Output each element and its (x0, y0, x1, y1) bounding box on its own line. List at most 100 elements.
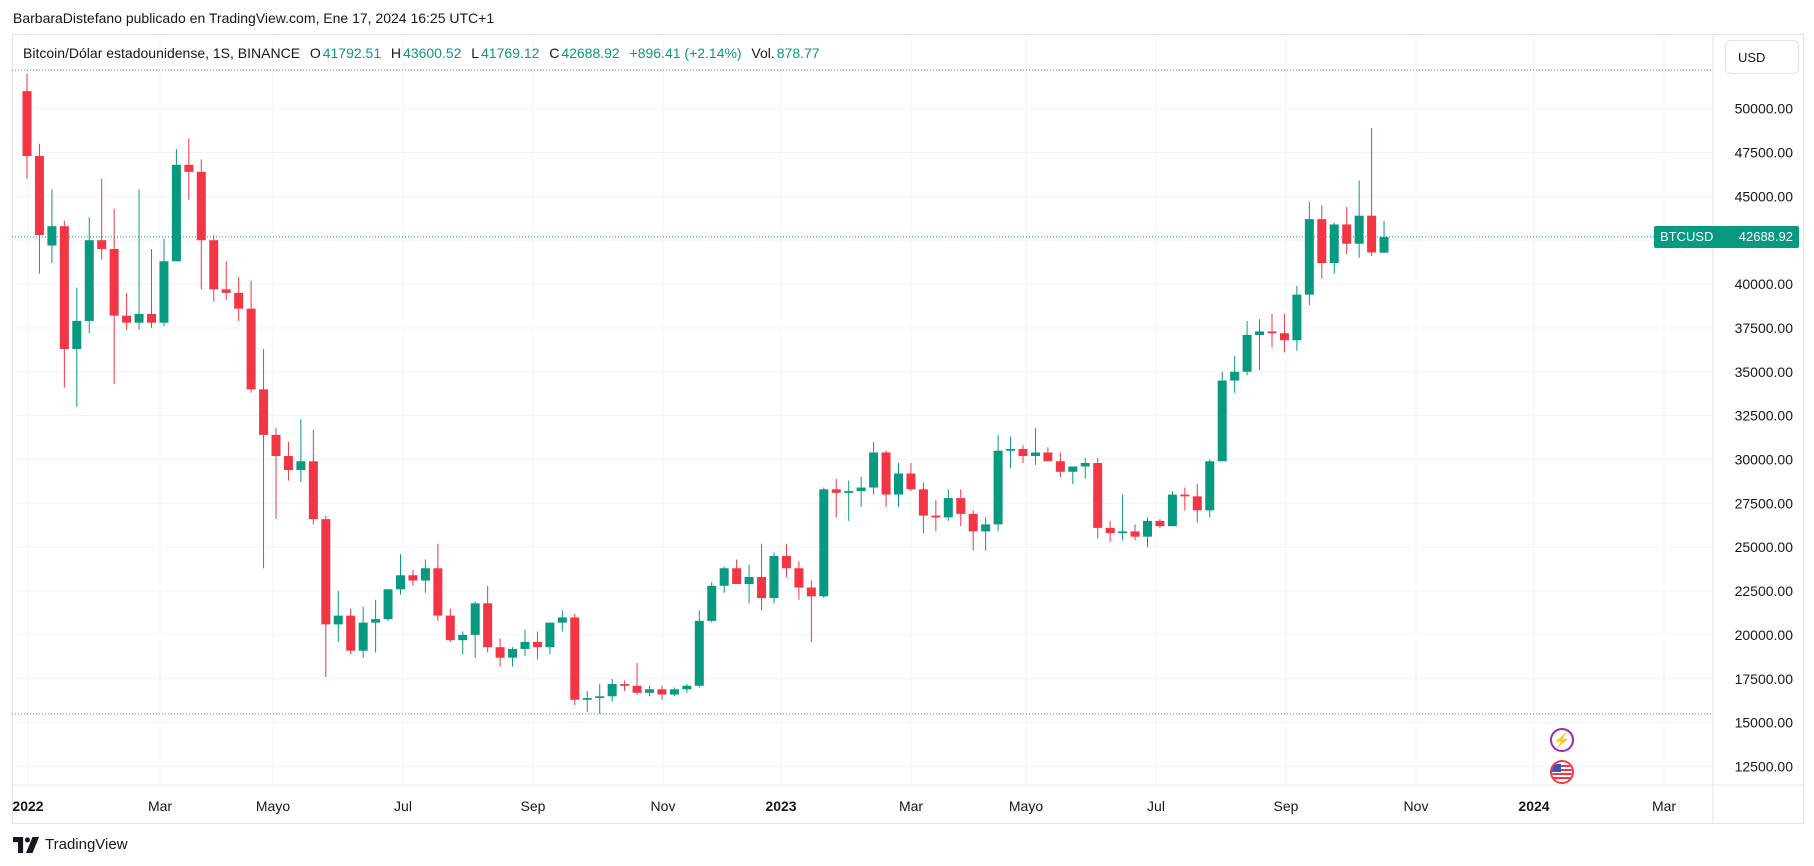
candle[interactable] (271, 427, 281, 520)
candle[interactable] (1043, 447, 1053, 462)
candle[interactable] (234, 277, 244, 321)
candle[interactable] (59, 220, 69, 388)
candle[interactable] (906, 463, 916, 492)
candle[interactable] (147, 249, 156, 328)
candle[interactable] (856, 477, 866, 507)
candle[interactable] (495, 638, 505, 667)
candle[interactable] (545, 622, 555, 655)
candle[interactable] (1068, 466, 1078, 485)
candle[interactable] (408, 570, 418, 586)
currency-button[interactable]: USD (1725, 40, 1799, 74)
candle[interactable] (97, 178, 107, 260)
us-flag-event-icon[interactable] (1550, 760, 1574, 784)
candle[interactable] (109, 208, 119, 385)
candle[interactable] (221, 261, 231, 300)
candle[interactable] (781, 543, 791, 578)
candle[interactable] (34, 143, 44, 274)
candle[interactable] (719, 566, 729, 593)
candle[interactable] (1055, 452, 1065, 478)
candle[interactable] (196, 159, 206, 290)
candle[interactable] (1093, 457, 1103, 539)
candle[interactable] (22, 73, 32, 179)
candle[interactable] (1155, 519, 1165, 528)
candle[interactable] (732, 559, 742, 585)
candle[interactable] (508, 647, 518, 667)
candle[interactable] (1317, 205, 1327, 279)
candle[interactable] (532, 631, 542, 660)
candle[interactable] (321, 515, 331, 677)
candle[interactable] (308, 429, 318, 525)
candle[interactable] (159, 238, 169, 327)
candle[interactable] (458, 631, 468, 655)
candle[interactable] (918, 482, 928, 534)
candle[interactable] (1267, 313, 1277, 348)
candle[interactable] (794, 561, 804, 600)
candle[interactable] (1230, 356, 1240, 393)
candle[interactable] (1192, 484, 1202, 523)
candle[interactable] (47, 189, 57, 264)
candle[interactable] (645, 685, 654, 697)
candle[interactable] (470, 601, 480, 658)
candle[interactable] (259, 348, 269, 569)
candle[interactable] (968, 510, 978, 551)
lightning-event-icon[interactable]: ⚡ (1550, 728, 1574, 752)
candle[interactable] (72, 287, 82, 407)
candle[interactable] (744, 564, 754, 604)
symbol-description[interactable]: Bitcoin/Dólar estadounidense, 1S, BINANC… (23, 45, 301, 61)
candle[interactable] (246, 280, 256, 393)
candle[interactable] (333, 591, 343, 642)
candle[interactable] (483, 585, 493, 653)
chart-frame[interactable] (12, 34, 1804, 824)
candle[interactable] (1180, 487, 1190, 511)
candle[interactable] (296, 419, 306, 483)
candle[interactable] (844, 480, 854, 521)
candle[interactable] (1255, 319, 1265, 371)
candle[interactable] (1018, 445, 1028, 463)
candle[interactable] (134, 189, 144, 330)
candle[interactable] (869, 441, 879, 495)
candle[interactable] (358, 606, 368, 658)
candle[interactable] (1030, 427, 1040, 465)
candle[interactable] (607, 678, 617, 702)
candle[interactable] (806, 580, 816, 642)
candle[interactable] (1080, 457, 1090, 479)
candle[interactable] (582, 691, 592, 713)
candle[interactable] (520, 629, 530, 656)
candle[interactable] (1292, 285, 1302, 351)
candle[interactable] (570, 613, 580, 706)
candle[interactable] (184, 138, 194, 200)
candle[interactable] (557, 610, 567, 632)
candle[interactable] (1006, 436, 1016, 469)
candle[interactable] (757, 543, 767, 611)
candle[interactable] (682, 684, 692, 693)
candle[interactable] (122, 292, 132, 330)
candle[interactable] (1279, 313, 1289, 353)
candle[interactable] (445, 608, 455, 642)
candle[interactable] (620, 680, 630, 692)
candle[interactable] (981, 517, 991, 551)
candle[interactable] (1105, 520, 1115, 542)
candle[interactable] (1118, 494, 1128, 541)
candle[interactable] (383, 589, 393, 621)
candle[interactable] (894, 463, 903, 507)
candle[interactable] (1342, 206, 1352, 255)
candle[interactable] (931, 499, 941, 532)
candle[interactable] (420, 559, 430, 593)
candle[interactable] (669, 687, 679, 697)
candle[interactable] (657, 685, 667, 700)
candle[interactable] (1143, 517, 1152, 548)
candle[interactable] (371, 599, 381, 653)
candle[interactable] (993, 434, 1003, 532)
candle[interactable] (831, 478, 841, 518)
time-axis[interactable]: 2022 Mar Mayo Jul Sep Nov 2023 Mar Mayo Jul Sep Nov… (12, 784, 1804, 814)
candle[interactable] (1242, 320, 1252, 376)
candle[interactable] (171, 149, 181, 262)
candle[interactable] (881, 450, 891, 507)
candle[interactable] (694, 610, 704, 688)
candle[interactable] (1367, 127, 1377, 257)
candle[interactable] (1354, 180, 1364, 258)
candle[interactable] (1205, 459, 1215, 518)
candle[interactable] (396, 554, 405, 595)
candle[interactable] (1130, 524, 1140, 541)
candle[interactable] (595, 684, 605, 714)
